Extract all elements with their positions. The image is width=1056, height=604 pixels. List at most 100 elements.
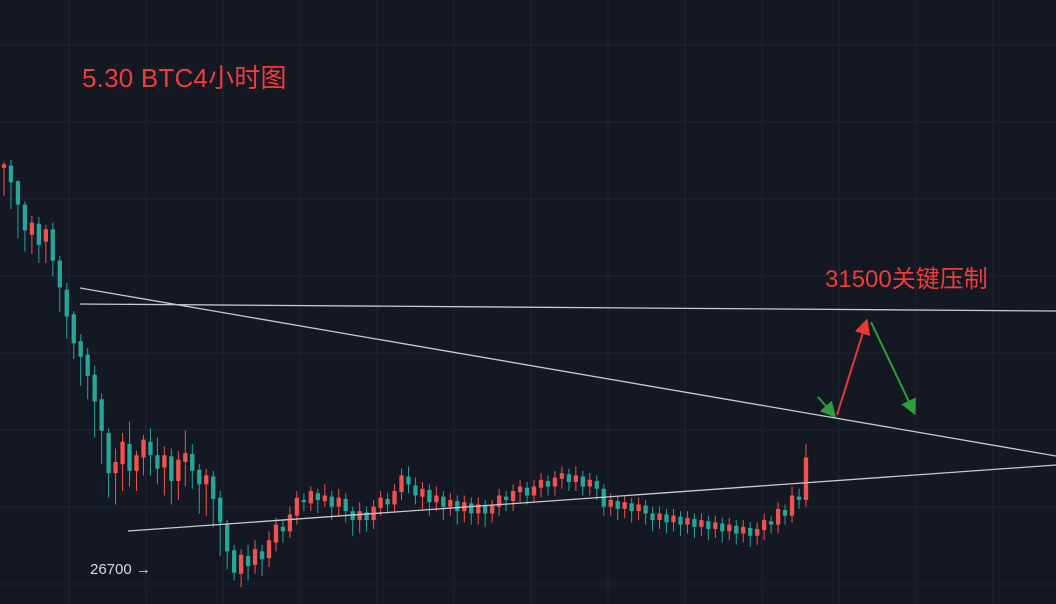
candle [510,484,516,512]
candle [775,502,781,534]
candle [587,473,592,496]
candle-body [559,473,565,479]
candle [176,450,181,500]
candle-body [448,499,453,507]
candle [448,493,453,516]
candle-body [720,523,725,532]
candle-body [43,229,49,242]
candle-body [796,496,802,500]
candle [524,482,530,505]
candle-body [580,476,585,487]
candle [455,495,460,525]
candle [727,517,732,541]
candle [148,428,153,476]
candle [559,466,565,489]
candle-body [357,511,362,521]
candle [43,224,49,263]
candle [552,470,558,496]
candle-body [629,503,634,512]
candle [622,495,627,518]
candle [629,497,634,523]
candle [218,491,223,556]
candle [315,488,320,514]
candle [238,549,244,588]
candle-body [50,229,55,261]
candle-body [266,540,272,559]
candle-body [64,289,69,317]
candle [406,466,411,494]
candle [671,508,676,532]
candle [120,432,125,492]
candle [343,493,348,523]
candle [92,365,97,438]
candle [308,486,314,512]
candle [252,540,258,574]
candle [350,506,355,536]
candle [162,446,167,496]
candle [399,468,404,500]
candle-body [678,516,683,525]
candle [441,491,446,521]
candle-body [294,497,300,516]
candle-body [587,479,592,487]
candle-body [85,354,90,376]
candle-body [406,476,411,485]
candle-body [29,222,35,235]
candle [36,216,42,263]
candle [643,499,648,525]
candle-body [594,480,599,489]
candle [636,497,641,521]
candle-body [782,510,788,516]
candle-body [657,513,662,521]
candle-body [176,459,181,481]
candle [245,544,251,581]
green-down-arrow [870,321,916,416]
candle [1,162,7,196]
candle [503,491,509,512]
candle [64,282,69,339]
candle-body [706,521,711,530]
candle-body [231,550,237,573]
candle-body [120,441,125,465]
candle-body [483,505,488,514]
candle [287,506,293,539]
candle-body [469,503,474,514]
candle-body [413,485,418,496]
candle-body [441,496,446,507]
candle [517,479,523,503]
candle-body [643,505,648,514]
candle-body [204,475,209,485]
candle-body [218,497,223,523]
candle [413,477,418,505]
ascending-support-line [127,464,1056,532]
candle-body [699,520,704,527]
candle-body [490,505,495,514]
candle-body [92,374,97,402]
candle [434,486,439,512]
candle-body [336,497,341,507]
candle-body [385,498,390,505]
candle-body [775,508,781,525]
candle [78,334,83,386]
candle [699,513,704,536]
candle [706,515,711,541]
candle-body [287,514,293,532]
candle [371,499,376,530]
candle [85,347,90,400]
candle-body [622,502,627,509]
candle-body [455,501,460,512]
candle-body [57,260,62,288]
candle [155,437,160,485]
candle [15,180,21,239]
candle-body [392,491,397,505]
candle-body [496,495,502,507]
candle-body [734,525,739,534]
candle-body [343,498,348,512]
candle [385,493,390,514]
candle-body [162,455,167,468]
candle-body [252,549,258,565]
candle [427,484,432,516]
red-up-arrow [836,318,871,416]
candle-body [713,522,718,530]
candle [720,517,725,543]
